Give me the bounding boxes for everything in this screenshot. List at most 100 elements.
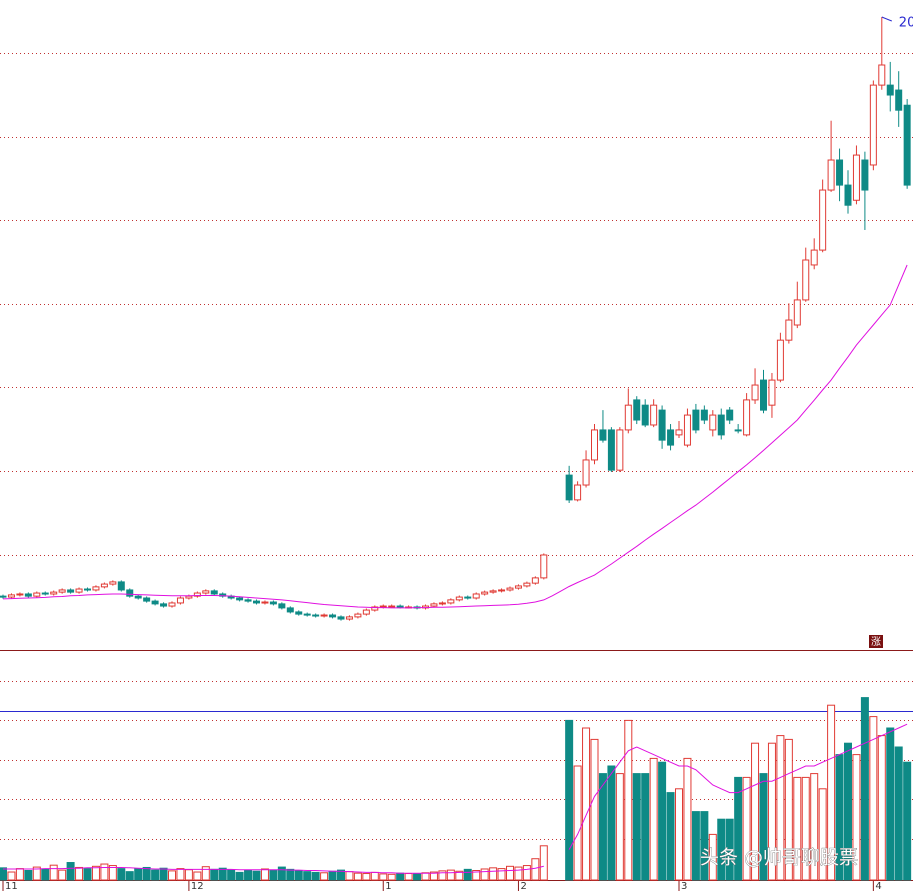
volume-bar — [801, 776, 810, 881]
volume-bar — [168, 870, 176, 881]
candle-body — [607, 429, 615, 471]
volume-bar — [725, 818, 734, 881]
candle-body — [827, 159, 835, 191]
candle-body — [641, 404, 649, 426]
candle-body — [675, 429, 683, 436]
badge: 涨 — [871, 636, 881, 648]
candle-body — [92, 586, 100, 591]
candle-body — [869, 84, 877, 166]
volume-bar — [58, 869, 67, 881]
volume-bar — [252, 870, 261, 881]
watermark: 头条 @帅哥聊股票 — [700, 847, 858, 869]
candle-body — [683, 414, 691, 446]
candle-body — [67, 589, 75, 593]
candle-body — [802, 259, 810, 301]
volume-bar — [649, 757, 658, 881]
volume-bar — [0, 867, 7, 881]
candle-body — [667, 429, 675, 446]
candle-body — [388, 605, 396, 608]
candle-body — [658, 409, 666, 441]
candle-body — [506, 587, 514, 591]
volume-bar — [455, 870, 464, 881]
candle-body — [396, 605, 404, 608]
candle-body — [7, 594, 15, 598]
candle-body — [717, 414, 725, 436]
volume-bar — [615, 773, 624, 881]
volume-bar — [337, 869, 345, 881]
candle-body — [337, 616, 345, 620]
x-tick-label: 4 — [875, 881, 881, 891]
volume-bar — [66, 862, 75, 881]
volume-bar — [522, 865, 531, 881]
volume-bar — [311, 871, 320, 881]
candle-body — [700, 409, 708, 421]
volume-bar — [235, 871, 244, 881]
candle-body — [320, 614, 328, 617]
volume-bar — [514, 866, 523, 881]
volume-bar — [675, 788, 683, 881]
candle-body — [438, 602, 446, 605]
candle-body — [692, 409, 700, 431]
volume-bar — [489, 867, 498, 881]
volume-bar — [573, 765, 582, 881]
volume-bar — [480, 868, 489, 881]
ma-line — [2, 264, 908, 609]
ma-line — [568, 723, 908, 850]
volume-bar — [607, 765, 616, 881]
candle-body — [616, 429, 624, 471]
volume-bar — [260, 868, 269, 881]
volume-bar — [244, 870, 253, 881]
x-tick-label: 11 — [5, 881, 18, 891]
candle-body — [903, 104, 911, 186]
candle-body — [650, 404, 658, 426]
candle-body — [295, 611, 303, 615]
volume-bar — [844, 742, 852, 881]
candle-body — [709, 414, 717, 431]
candle-body — [202, 590, 210, 594]
candle-body — [210, 590, 218, 595]
volume-bar — [793, 776, 802, 881]
volume-bar — [446, 869, 455, 881]
candle-body — [236, 597, 244, 601]
candle-body — [819, 189, 827, 251]
volume-bar — [91, 865, 100, 881]
volume-bar — [176, 868, 185, 881]
candle-body — [329, 614, 337, 618]
volume-bar — [142, 866, 151, 881]
volume-bar — [379, 873, 388, 881]
max-label: 20 — [899, 16, 913, 31]
candle-body — [168, 602, 176, 607]
volume-bar — [269, 869, 278, 881]
volume-bar — [683, 757, 692, 881]
candle-body — [751, 384, 759, 401]
volume-bar — [370, 871, 379, 881]
volume-bar — [193, 871, 202, 881]
volume-bar — [117, 868, 126, 881]
candle-body — [126, 589, 134, 597]
volume-bar — [759, 773, 768, 881]
volume-bar — [751, 742, 760, 881]
volume-bar — [421, 872, 430, 881]
volume-bar — [218, 867, 227, 881]
candle-body — [878, 64, 886, 86]
volume-bar — [734, 776, 743, 881]
candle-body — [100, 583, 108, 588]
candle-body — [176, 597, 184, 604]
candle-body — [633, 399, 641, 421]
candle-body — [143, 597, 151, 602]
candle-body — [464, 596, 472, 599]
volume-bar — [353, 872, 362, 881]
volume-bar — [717, 818, 726, 881]
volume-bar — [303, 871, 312, 881]
volume-bar — [472, 870, 481, 881]
volume-bar — [691, 811, 700, 881]
candle-body — [624, 404, 632, 431]
candle-body — [886, 84, 894, 96]
volume-bar — [894, 746, 903, 881]
candle-body — [776, 339, 784, 381]
volume-bar — [869, 716, 878, 881]
badge-box — [869, 635, 883, 648]
candle-body — [768, 379, 776, 406]
